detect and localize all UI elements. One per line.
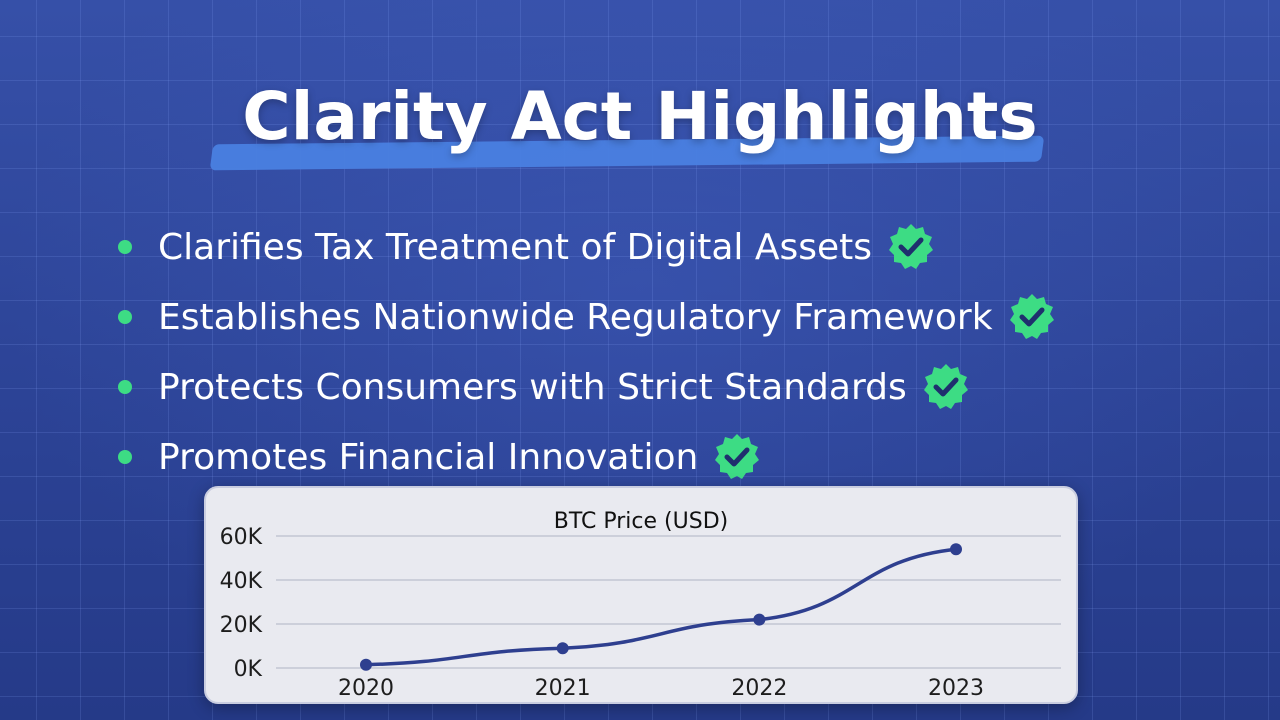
- check-badge-icon: [1009, 294, 1054, 339]
- series-line: [364, 547, 958, 667]
- slide-title: Clarity Act Highlights: [242, 78, 1038, 155]
- chart-title: BTC Price (USD): [554, 509, 728, 534]
- chart-card: BTC Price (USD) 0K 20K 40K 60K 2020 2021 2022…: [204, 486, 1078, 704]
- bullet-text: Establishes Nationwide Regulatory Framew…: [158, 296, 993, 338]
- check-badge-icon: [923, 364, 968, 409]
- list-item: Clarifies Tax Treatment of Digital Asset…: [118, 212, 1057, 282]
- check-badge-icon: [715, 434, 760, 479]
- bullet-text: Promotes Financial Innovation: [158, 436, 699, 478]
- btc-price-chart: BTC Price (USD) 0K 20K 40K 60K 2020 2021 2022…: [220, 509, 1061, 701]
- highlights-list: Clarifies Tax Treatment of Digital Asset…: [118, 212, 1057, 492]
- list-item: Protects Consumers with Strict Standards: [118, 352, 1057, 422]
- y-tick-label: 60K: [220, 525, 263, 550]
- bullet-dot: [118, 240, 132, 254]
- y-tick-label: 40K: [220, 569, 263, 594]
- y-tick-label: 20K: [220, 613, 263, 638]
- bullet-text: Clarifies Tax Treatment of Digital Asset…: [158, 226, 872, 268]
- bullet-text: Protects Consumers with Strict Standards: [158, 366, 907, 408]
- x-tick-label: 2022: [731, 676, 787, 701]
- x-tick-label: 2020: [338, 676, 394, 701]
- data-point: [950, 543, 962, 556]
- check-badge-icon: [889, 224, 933, 269]
- y-tick-label: 0K: [234, 657, 263, 682]
- list-item: Promotes Financial Innovation: [118, 422, 1057, 492]
- x-tick-label: 2021: [535, 676, 591, 701]
- bullet-dot: [118, 380, 132, 394]
- data-point: [556, 642, 569, 655]
- data-point: [360, 658, 372, 671]
- bullet-dot: [118, 310, 132, 324]
- bullet-dot: [118, 450, 132, 464]
- x-tick-label: 2023: [928, 676, 984, 701]
- data-point: [753, 613, 766, 626]
- list-item: Establishes Nationwide Regulatory Framew…: [118, 282, 1057, 352]
